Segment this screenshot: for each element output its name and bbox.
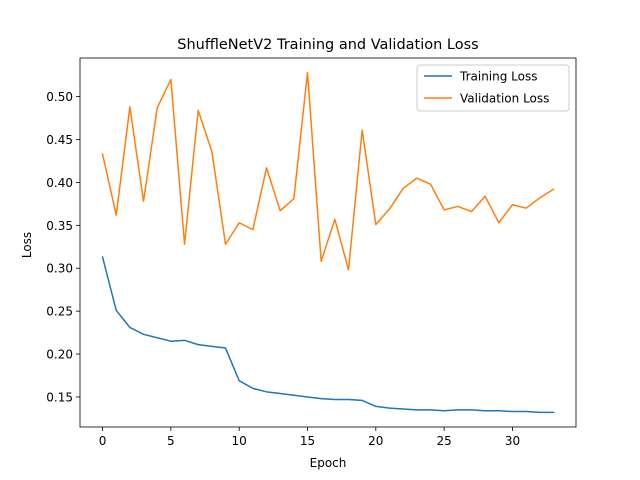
y-tick-label: 0.30 (46, 262, 73, 276)
x-tick-label: 30 (505, 434, 520, 448)
y-tick-label: 0.50 (46, 90, 73, 104)
y-tick-label: 0.40 (46, 176, 73, 190)
y-axis: 0.15 0.20 0.25 0.30 0.35 0.40 0.45 0.50 (46, 90, 80, 404)
y-tick-label: 0.15 (46, 390, 73, 404)
legend-box (416, 64, 570, 112)
y-tick-label: 0.25 (46, 305, 73, 319)
legend-label: Training Loss (459, 70, 537, 84)
x-tick-label: 0 (99, 434, 107, 448)
x-tick-label: 25 (437, 434, 452, 448)
legend: Training Loss Validation Loss (416, 64, 570, 112)
series-line-validation-loss (101, 71, 555, 271)
y-axis-label: Loss (20, 232, 34, 258)
chart-title: ShuffleNetV2 Training and Validation Los… (177, 37, 478, 53)
x-tick-label: 5 (167, 434, 175, 448)
x-tick-label: 20 (368, 434, 383, 448)
x-axis: 0 5 10 15 20 25 30 (99, 427, 520, 448)
series-layer (101, 71, 555, 414)
x-axis-label: Epoch (310, 456, 347, 470)
x-tick-label: 15 (300, 434, 315, 448)
y-tick-label: 0.20 (46, 348, 73, 362)
legend-label: Validation Loss (460, 92, 549, 106)
series-line-training-loss (101, 256, 555, 414)
plot-frame (79, 57, 577, 428)
y-tick-label: 0.45 (46, 133, 73, 147)
y-tick-label: 0.35 (46, 219, 73, 233)
x-tick-label: 10 (232, 434, 247, 448)
